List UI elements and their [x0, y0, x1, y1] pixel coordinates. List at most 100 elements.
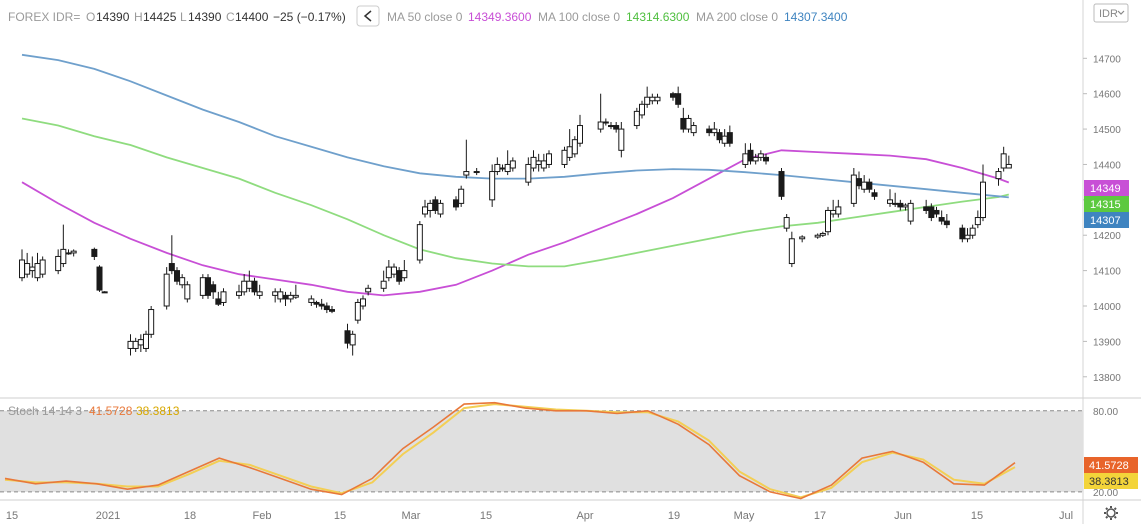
candle[interactable] [489, 164, 496, 207]
candle[interactable] [535, 153, 542, 172]
candle[interactable] [546, 150, 552, 168]
candle[interactable] [602, 118, 609, 126]
candle[interactable] [938, 210, 945, 225]
candle[interactable] [726, 125, 733, 147]
candle[interactable] [892, 192, 899, 207]
candle[interactable] [633, 107, 640, 130]
candle[interactable] [19, 249, 25, 282]
candle[interactable] [205, 274, 211, 299]
candle[interactable] [866, 178, 873, 193]
candle[interactable] [680, 107, 687, 133]
candle[interactable] [251, 277, 258, 296]
candle[interactable] [184, 281, 191, 303]
candle[interactable] [137, 334, 144, 352]
candle[interactable] [788, 231, 795, 268]
candle[interactable] [618, 122, 625, 158]
candle[interactable] [783, 214, 790, 232]
candle[interactable] [282, 291, 289, 306]
candle[interactable] [525, 157, 532, 186]
candle[interactable] [763, 153, 769, 165]
candle[interactable] [799, 235, 806, 243]
candle[interactable] [499, 164, 506, 172]
candle[interactable] [236, 284, 242, 299]
candle[interactable] [163, 267, 170, 310]
candle[interactable] [1005, 155, 1012, 169]
candle[interactable] [70, 249, 77, 257]
candle[interactable] [432, 196, 439, 214]
candle[interactable] [825, 206, 831, 236]
candle[interactable] [897, 199, 904, 211]
candle[interactable] [401, 260, 408, 282]
candle[interactable] [721, 129, 728, 147]
candle[interactable] [819, 231, 826, 237]
candle[interactable] [256, 284, 263, 299]
candle[interactable] [613, 122, 620, 133]
candle[interactable] [757, 150, 764, 161]
candle[interactable] [91, 247, 98, 260]
candle[interactable] [685, 114, 692, 133]
candle[interactable] [416, 221, 423, 264]
candle[interactable] [675, 86, 682, 108]
candle[interactable] [55, 249, 62, 275]
candle[interactable] [220, 288, 227, 306]
candle[interactable] [354, 298, 361, 324]
candle[interactable] [329, 306, 335, 314]
candle[interactable] [277, 288, 284, 303]
candle[interactable] [215, 291, 222, 306]
candle[interactable] [24, 252, 31, 278]
candle[interactable] [349, 330, 356, 356]
candle[interactable] [96, 265, 103, 292]
candle[interactable] [287, 291, 294, 303]
candle[interactable] [427, 199, 434, 218]
candle[interactable] [639, 100, 645, 119]
candle[interactable] [974, 210, 981, 229]
candle[interactable] [814, 233, 821, 239]
candle[interactable] [1000, 146, 1007, 172]
candle[interactable] [313, 300, 320, 308]
candle[interactable] [391, 263, 397, 278]
candle[interactable] [571, 136, 578, 158]
candle[interactable] [132, 337, 139, 352]
candle[interactable] [60, 224, 67, 268]
candle[interactable] [747, 143, 754, 165]
candle[interactable] [308, 295, 315, 306]
candle[interactable] [39, 256, 46, 278]
currency-selector[interactable]: IDR [1093, 3, 1129, 23]
candle[interactable] [644, 86, 651, 108]
candle[interactable] [318, 298, 325, 310]
candle[interactable] [933, 206, 940, 218]
candle[interactable] [458, 185, 465, 207]
candle[interactable] [179, 274, 186, 289]
chart-settings-button[interactable] [1104, 506, 1118, 520]
candle[interactable] [649, 93, 656, 105]
candle[interactable] [608, 122, 614, 130]
candle[interactable] [437, 199, 444, 218]
candle[interactable] [422, 199, 428, 218]
candle[interactable] [830, 199, 837, 218]
candle[interactable] [148, 306, 155, 338]
candle[interactable] [127, 334, 134, 356]
candle[interactable] [365, 284, 372, 296]
collapse-legend-button[interactable] [356, 5, 380, 27]
candle[interactable] [995, 168, 1002, 186]
candle[interactable] [907, 199, 914, 225]
candle[interactable] [943, 214, 950, 229]
candle[interactable] [856, 171, 862, 190]
candle[interactable] [690, 122, 697, 137]
candle[interactable] [174, 267, 180, 285]
candle[interactable] [344, 323, 351, 349]
candle[interactable] [964, 228, 971, 243]
candle[interactable] [453, 196, 459, 211]
candle[interactable] [980, 164, 986, 222]
candle[interactable] [241, 274, 248, 296]
candle[interactable] [887, 189, 893, 207]
candle[interactable] [494, 157, 501, 176]
candle[interactable] [272, 288, 279, 303]
candle[interactable] [716, 129, 723, 144]
candle[interactable] [850, 168, 857, 207]
candle[interactable] [670, 91, 676, 101]
candle[interactable] [923, 199, 930, 214]
candle[interactable] [360, 295, 366, 310]
candle[interactable] [752, 153, 759, 165]
